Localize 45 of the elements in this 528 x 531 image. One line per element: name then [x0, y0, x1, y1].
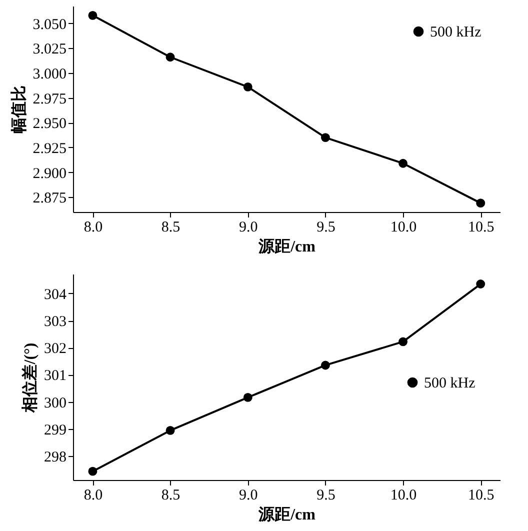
- x-tick-label: 9.5: [316, 488, 336, 504]
- point: [88, 10, 98, 20]
- x-tick-label: 10.5: [468, 488, 494, 504]
- x-tick-label: 10.0: [390, 488, 417, 504]
- legend-label: 500 kHz: [424, 376, 476, 392]
- y-tick-label: 302: [44, 341, 66, 358]
- x-axis-title: 源距/cm: [258, 506, 316, 524]
- y-tick-label: 300: [44, 395, 66, 412]
- x-tick-label: 10.5: [468, 220, 494, 236]
- legend-label: 500 kHz: [430, 24, 482, 40]
- y-tick-label: 2.975: [32, 91, 66, 108]
- x-axis-title: 源距/cm: [258, 238, 316, 256]
- y-axis-title: 相位差/(°): [21, 342, 39, 414]
- x-tick-label: 10.0: [390, 220, 417, 236]
- y-tick-label: 301: [44, 368, 66, 384]
- point: [398, 337, 408, 346]
- point: [166, 52, 175, 62]
- point: [320, 133, 330, 142]
- point: [88, 466, 98, 476]
- x-tick-label: 9.5: [316, 220, 336, 236]
- point: [166, 426, 175, 435]
- y-tick-label: 3.025: [32, 42, 66, 58]
- point: [476, 198, 486, 208]
- x-tick-label: 8.5: [161, 488, 180, 504]
- y-tick-label: 2.900: [32, 166, 66, 182]
- x-tick-label: 8.0: [84, 220, 103, 236]
- x-tick-label: 9.0: [238, 488, 258, 504]
- y-tick-label: 2.925: [32, 140, 66, 157]
- point: [398, 158, 408, 168]
- y-axis-title: 幅值比: [10, 86, 28, 134]
- y-tick-label: 299: [44, 422, 66, 438]
- point: [320, 360, 330, 370]
- point: [476, 280, 486, 288]
- y-tick-label: 2.950: [32, 116, 66, 132]
- y-tick-label: 3.000: [32, 66, 66, 83]
- y-tick-label: 298: [44, 449, 66, 466]
- y-tick-label: 303: [44, 314, 66, 330]
- point: [243, 82, 252, 92]
- x-tick-label: 9.0: [238, 220, 258, 236]
- point: [243, 392, 252, 402]
- x-tick-label: 8.5: [161, 220, 180, 236]
- y-tick-label: 3.050: [32, 16, 66, 33]
- y-tick-label: 304: [44, 286, 67, 303]
- y-tick-label: 2.875: [32, 190, 66, 207]
- x-tick-label: 8.0: [84, 488, 103, 504]
